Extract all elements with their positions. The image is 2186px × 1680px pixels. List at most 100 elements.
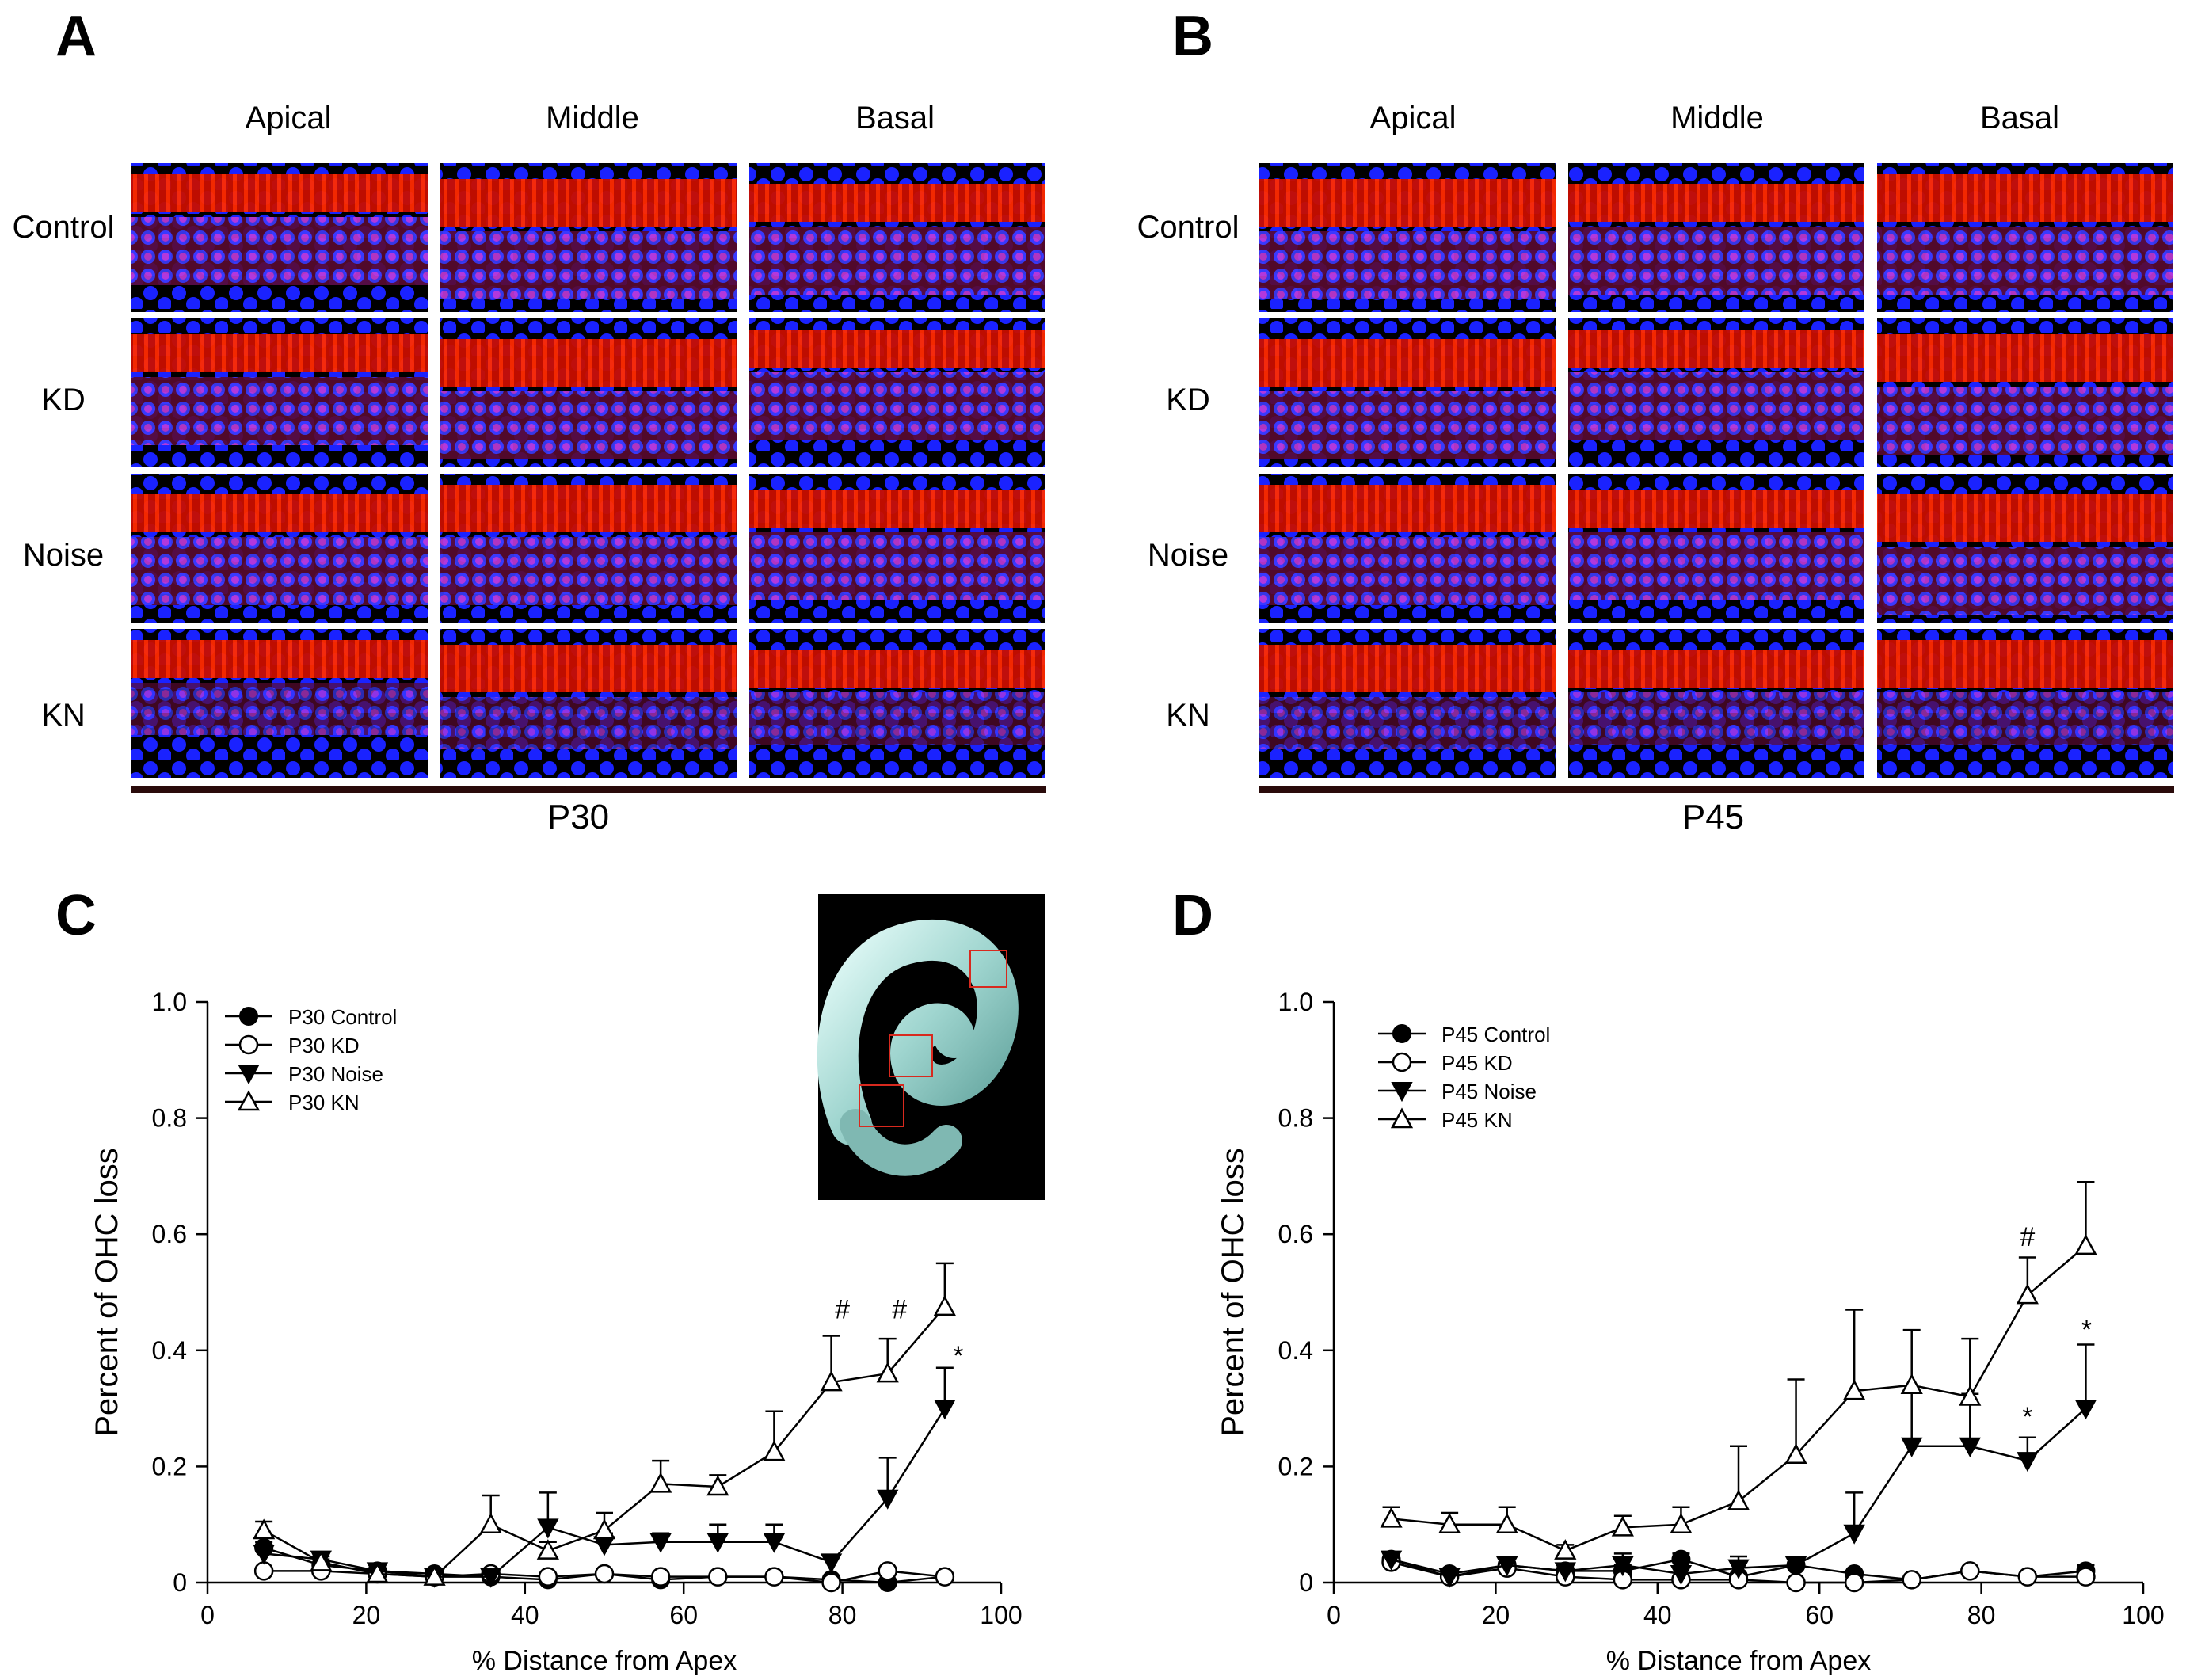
micrograph-noise-middle [1568, 474, 1864, 623]
micrograph-kn-basal [1877, 629, 2173, 778]
data-point [650, 1567, 671, 1587]
data-point [1901, 1437, 1923, 1457]
x-tick-label: 40 [511, 1601, 539, 1629]
data-point [2076, 1567, 2096, 1587]
legend-label: P30 KN [288, 1091, 360, 1114]
legend-item: P45 Control [1378, 1023, 1550, 1046]
row-label-control: Control [1137, 210, 1240, 245]
x-axis-label: % Distance from Apex [472, 1646, 737, 1676]
micrograph-control-middle [1568, 163, 1864, 312]
data-point [1727, 1559, 1750, 1579]
legend-label: P30 Noise [288, 1062, 383, 1086]
data-point [1554, 1539, 1577, 1560]
legend-marker [1391, 1082, 1413, 1103]
significance-mark: * [2022, 1402, 2032, 1432]
micrograph-control-apical [1259, 163, 1556, 312]
data-point [1670, 1565, 1693, 1586]
significance-mark: # [2020, 1222, 2035, 1252]
y-axis-label: Percent of OHC loss [1216, 1148, 1251, 1437]
micrograph-kn-apical [131, 629, 428, 778]
data-point [479, 1513, 502, 1533]
micrograph-kn-middle [1568, 629, 1864, 778]
row-label-kn: KN [1166, 698, 1210, 733]
column-label-middle: Middle [546, 101, 639, 135]
data-point [253, 1561, 274, 1581]
data-point [423, 1565, 446, 1586]
legend-marker [237, 1090, 261, 1111]
micrograph-grid-p45: Apical Middle Basal Control KD Noise KN … [1137, 101, 2174, 836]
micrograph-kd-middle [440, 318, 737, 467]
x-tick-label: 60 [669, 1601, 698, 1629]
data-point [2074, 1234, 2097, 1255]
panel-letter-b: B [1172, 5, 1213, 68]
data-point [1784, 1556, 1807, 1577]
x-tick-label: 100 [2122, 1601, 2164, 1629]
series-p45-noise [1380, 1343, 2097, 1588]
micrograph-noise-basal [749, 474, 1045, 623]
micrograph-kn-basal [749, 629, 1045, 778]
data-point [2017, 1567, 2038, 1587]
data-point [1900, 1373, 1923, 1395]
legend-label: P45 KD [1441, 1051, 1513, 1075]
data-point [876, 1362, 899, 1383]
cochlea-inset-photo [817, 894, 1045, 1200]
data-point [2074, 1400, 2097, 1420]
significance-mark: # [892, 1294, 907, 1324]
data-point [935, 1567, 955, 1587]
y-tick-label: 0.2 [1278, 1452, 1313, 1480]
micrograph-grid-p30: Apical Middle Basal Control KD Noise KN … [13, 101, 1046, 836]
data-point [592, 1518, 616, 1540]
panel-letter-d: D [1172, 884, 1213, 947]
age-label-p30: P30 [547, 798, 609, 836]
series-p30-kn [253, 1262, 956, 1586]
legend-item: P30 Noise [225, 1062, 383, 1086]
y-axis-label: Percent of OHC loss [89, 1148, 124, 1437]
data-point [1612, 1556, 1634, 1577]
data-point [1611, 1515, 1634, 1537]
data-point [1959, 1385, 1982, 1406]
data-point [1960, 1561, 1980, 1581]
inset-box-basal [859, 1084, 904, 1127]
data-point [1902, 1570, 1921, 1590]
data-point [1496, 1556, 1518, 1577]
legend: P45 Control P45 KD P45 Noise P45 KN [1378, 1023, 1550, 1132]
data-point [1438, 1513, 1461, 1533]
legend-label: P45 KN [1441, 1108, 1513, 1132]
x-tick-label: 60 [1805, 1601, 1834, 1629]
data-point [537, 1518, 559, 1539]
micrograph-control-middle [440, 163, 737, 312]
y-tick-label: 0 [173, 1568, 187, 1597]
row-label-kd: KD [41, 383, 86, 417]
data-point [538, 1567, 558, 1587]
data-point [480, 1568, 502, 1588]
data-point [649, 1472, 672, 1493]
data-point [536, 1539, 559, 1560]
chart-panel-d: 0 20 40 60 80 100 0 0.2 0.4 0.6 0.8 1.0 % Distance f… [1216, 988, 2165, 1676]
x-tick-label: 40 [1643, 1601, 1672, 1629]
data-point [593, 1536, 615, 1556]
column-label-middle: Middle [1670, 101, 1764, 135]
legend-item: P45 KN [1378, 1107, 1513, 1132]
micrograph-control-basal [749, 163, 1045, 312]
data-point [706, 1533, 729, 1553]
data-point [2017, 1452, 2039, 1472]
data-point [763, 1533, 786, 1553]
data-point [1784, 1443, 1807, 1464]
significance-mark: * [2081, 1315, 2092, 1345]
x-tick-label: 20 [1482, 1601, 1510, 1629]
data-point [1786, 1572, 1806, 1593]
micrograph-kn-apical [1259, 629, 1556, 778]
column-label-apical: Apical [246, 101, 332, 135]
data-point [878, 1561, 897, 1581]
y-tick-label: 1.0 [1278, 988, 1313, 1016]
y-tick-label: 0.4 [1278, 1336, 1313, 1365]
micrograph-noise-apical [131, 474, 428, 623]
x-axis-label: % Distance from Apex [1606, 1646, 1871, 1676]
legend-item: P30 Control [225, 1005, 397, 1029]
data-point [820, 1370, 843, 1392]
column-label-apical: Apical [1370, 101, 1457, 135]
data-point [366, 1562, 389, 1583]
inset-box-middle [889, 1034, 933, 1077]
legend-label: P30 KD [288, 1034, 360, 1057]
